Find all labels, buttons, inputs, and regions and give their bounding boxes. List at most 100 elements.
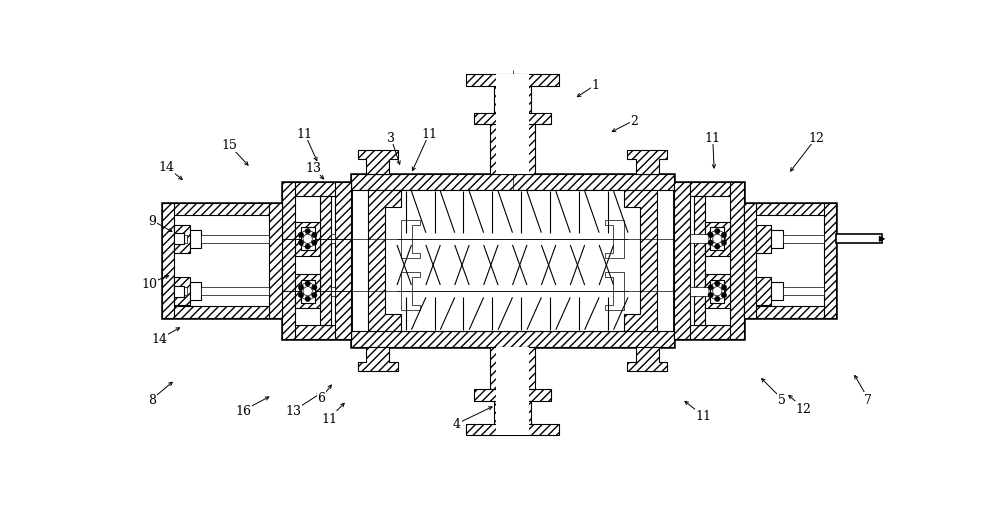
Circle shape xyxy=(312,241,317,246)
Circle shape xyxy=(721,285,727,291)
Bar xyxy=(282,183,351,196)
Circle shape xyxy=(715,244,720,250)
Circle shape xyxy=(721,233,727,238)
Bar xyxy=(331,235,335,244)
Bar xyxy=(174,234,184,245)
Bar xyxy=(674,183,690,340)
Bar xyxy=(190,230,201,248)
Circle shape xyxy=(708,233,713,238)
Circle shape xyxy=(715,281,720,287)
Bar xyxy=(690,287,717,296)
Text: 11: 11 xyxy=(321,412,337,425)
Circle shape xyxy=(715,297,720,302)
Bar xyxy=(705,222,730,256)
Polygon shape xyxy=(368,190,401,331)
Bar xyxy=(674,183,744,196)
Bar xyxy=(178,236,181,243)
Text: 12: 12 xyxy=(796,402,811,415)
Bar xyxy=(351,175,674,190)
Bar xyxy=(201,288,269,295)
Bar xyxy=(174,225,190,253)
Text: 16: 16 xyxy=(235,404,251,417)
Circle shape xyxy=(305,297,310,302)
Bar xyxy=(744,203,836,215)
Bar xyxy=(162,203,174,319)
Bar xyxy=(756,225,771,253)
Circle shape xyxy=(715,229,720,234)
Text: 1: 1 xyxy=(592,79,600,92)
Text: 8: 8 xyxy=(148,393,156,406)
Text: 12: 12 xyxy=(809,131,825,145)
Polygon shape xyxy=(605,220,624,259)
Bar xyxy=(301,280,315,303)
Polygon shape xyxy=(624,190,657,331)
Text: 11: 11 xyxy=(705,131,721,145)
Bar xyxy=(295,275,320,308)
Circle shape xyxy=(298,241,304,246)
Bar xyxy=(494,401,531,424)
Circle shape xyxy=(298,293,304,298)
Text: 11: 11 xyxy=(421,128,437,140)
Bar xyxy=(824,203,836,319)
Bar xyxy=(474,389,551,401)
Circle shape xyxy=(708,293,713,298)
Bar xyxy=(756,278,771,305)
Bar xyxy=(494,87,531,114)
Circle shape xyxy=(312,233,317,238)
Bar xyxy=(771,282,783,301)
Polygon shape xyxy=(401,220,420,259)
Text: 7: 7 xyxy=(864,393,872,406)
Bar xyxy=(836,235,882,244)
Bar xyxy=(190,282,201,301)
Bar xyxy=(474,114,551,125)
Bar xyxy=(783,288,824,295)
Text: 3: 3 xyxy=(387,131,395,145)
Text: 14: 14 xyxy=(152,333,168,346)
Bar xyxy=(466,424,559,435)
Circle shape xyxy=(708,285,713,291)
Circle shape xyxy=(312,285,317,291)
Bar xyxy=(705,275,730,308)
Bar xyxy=(710,280,724,303)
Circle shape xyxy=(298,233,304,238)
Text: 5: 5 xyxy=(778,393,786,406)
Text: 14: 14 xyxy=(158,161,174,174)
Circle shape xyxy=(298,285,304,291)
Bar xyxy=(295,222,320,256)
Bar xyxy=(184,288,187,295)
Circle shape xyxy=(721,293,727,298)
Polygon shape xyxy=(401,272,420,311)
Bar xyxy=(162,306,282,319)
Bar xyxy=(490,125,535,175)
Bar xyxy=(397,190,628,331)
Polygon shape xyxy=(605,272,624,311)
Bar xyxy=(674,325,744,340)
Circle shape xyxy=(312,293,317,298)
Text: 13: 13 xyxy=(306,162,322,175)
Bar xyxy=(496,75,529,175)
Circle shape xyxy=(305,244,310,250)
Bar xyxy=(184,236,187,243)
Polygon shape xyxy=(358,150,398,175)
Text: 10: 10 xyxy=(141,277,157,291)
Bar xyxy=(269,203,282,319)
Bar xyxy=(710,228,724,251)
Circle shape xyxy=(305,281,310,287)
Text: 9: 9 xyxy=(148,214,156,228)
Text: 4: 4 xyxy=(453,417,461,430)
Bar xyxy=(466,75,559,87)
Bar xyxy=(162,203,282,215)
Bar xyxy=(201,236,269,243)
Bar xyxy=(174,286,184,297)
Bar xyxy=(174,278,190,305)
Bar xyxy=(178,288,181,295)
Text: 2: 2 xyxy=(630,115,638,128)
Polygon shape xyxy=(358,347,398,372)
Text: 15: 15 xyxy=(221,139,237,152)
Bar xyxy=(490,347,535,389)
Polygon shape xyxy=(627,347,667,372)
Bar xyxy=(744,203,836,319)
Polygon shape xyxy=(627,150,667,175)
Circle shape xyxy=(708,241,713,246)
Circle shape xyxy=(305,229,310,234)
